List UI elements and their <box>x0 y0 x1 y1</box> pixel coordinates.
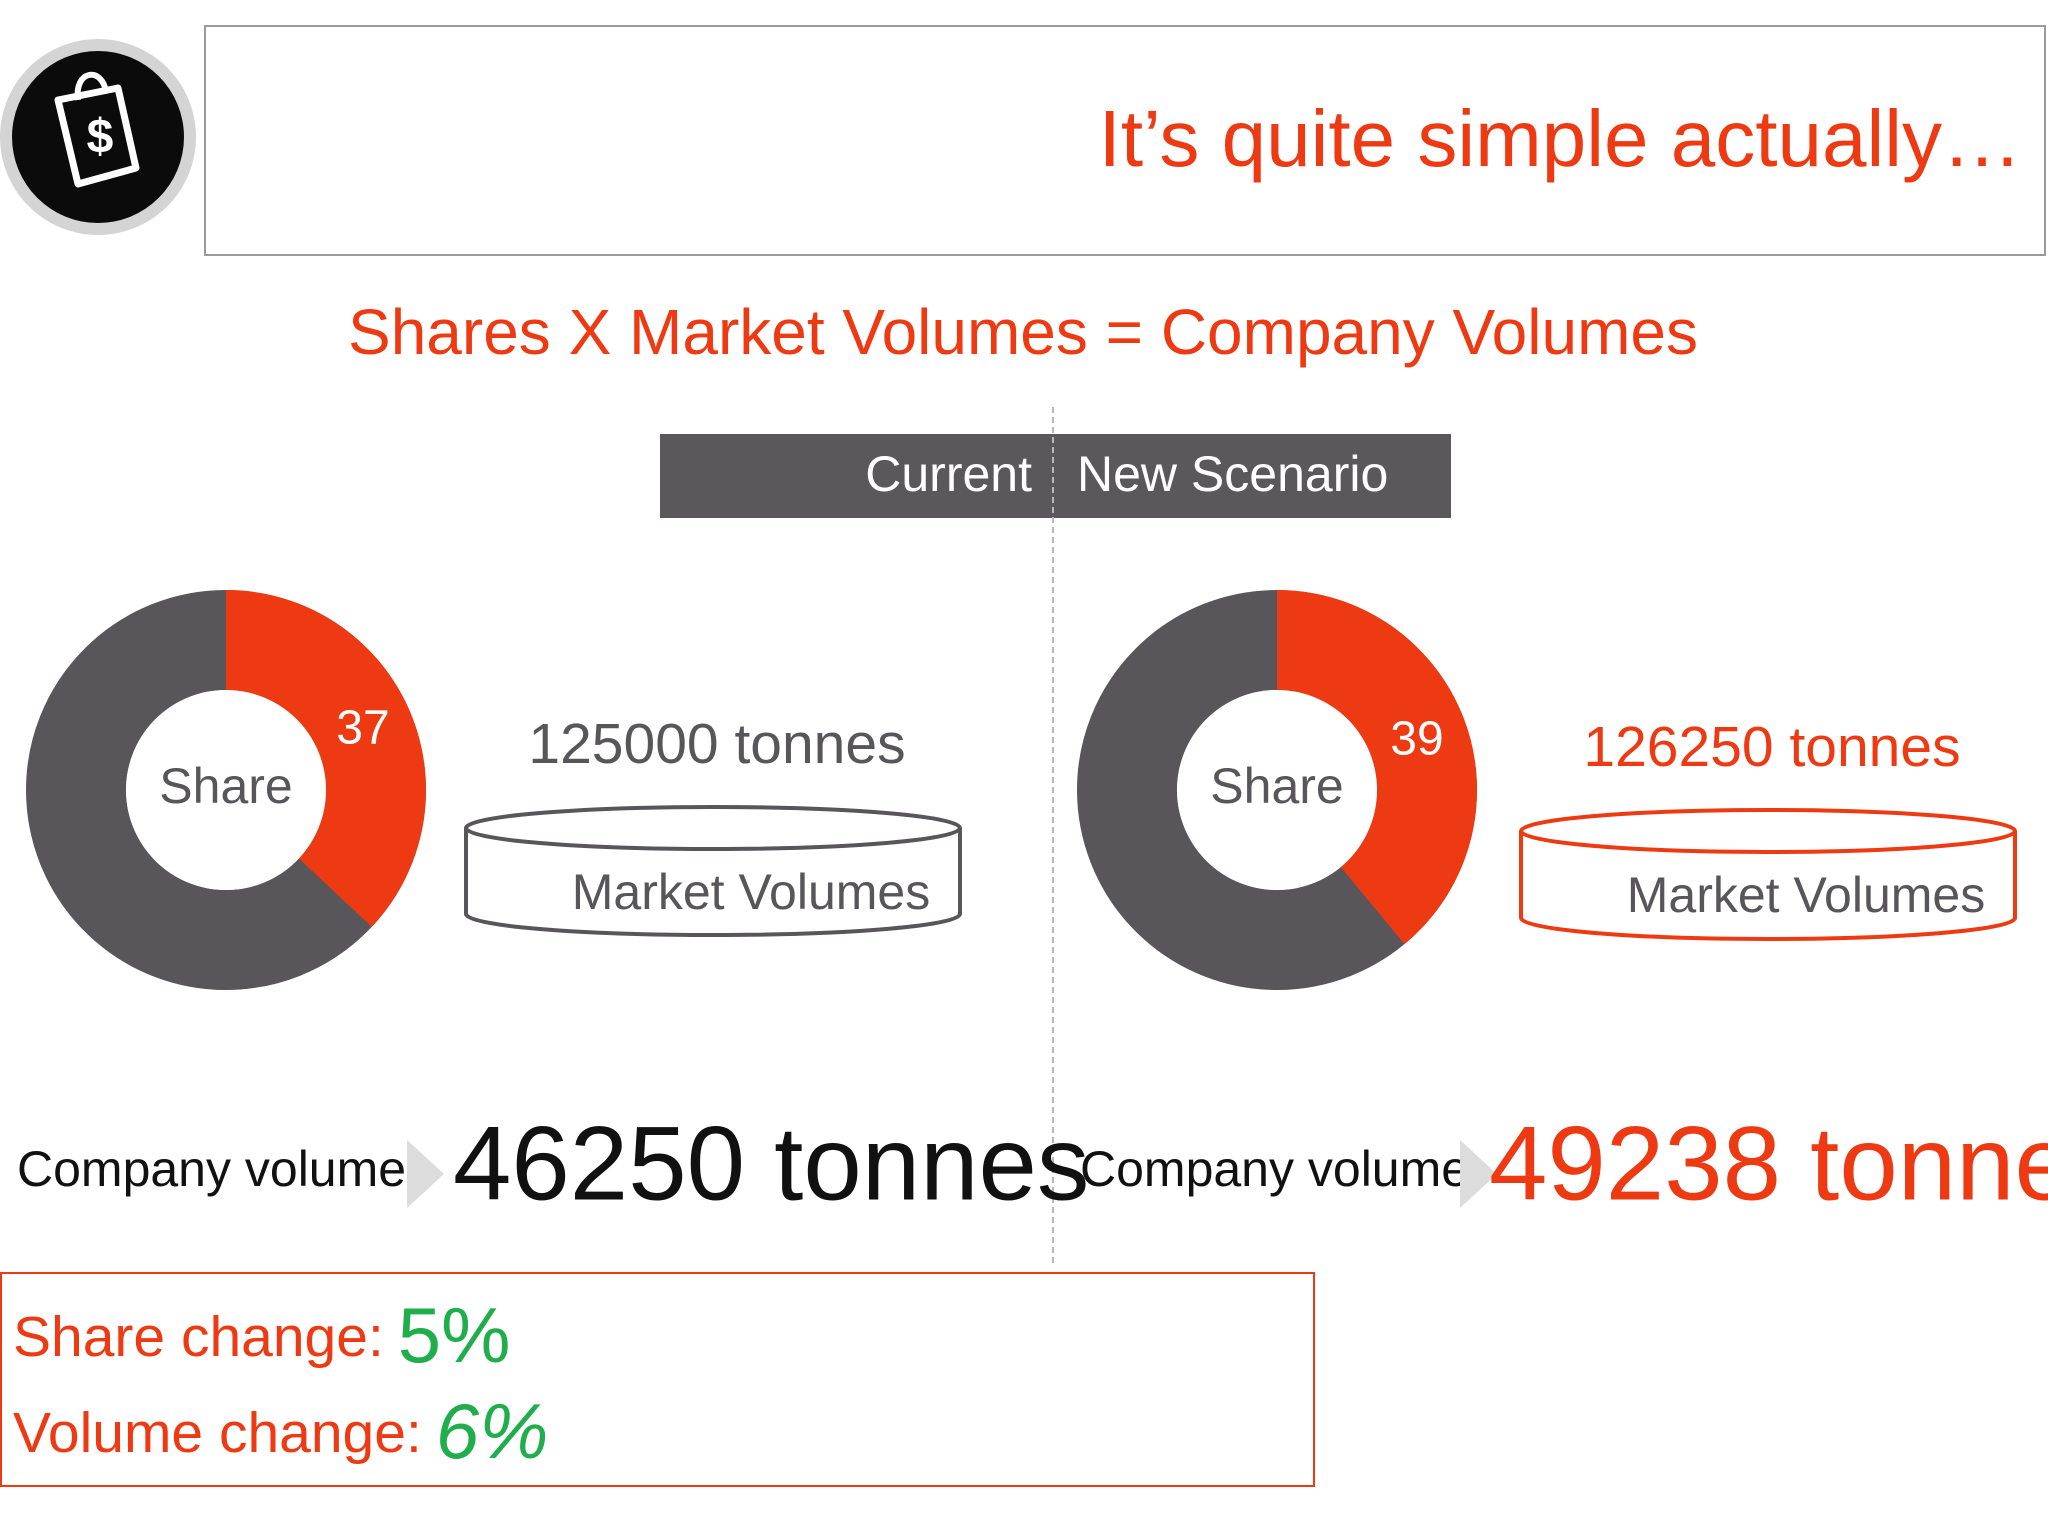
summary-label: Share change: <box>13 1305 384 1369</box>
title-box <box>204 25 2046 256</box>
panels: Share 37 125000 tonnes Market Volumes Compan… <box>17 590 2048 1223</box>
tab: Current <box>865 446 1032 502</box>
donut-hole <box>1177 690 1377 890</box>
cylinder <box>464 828 962 937</box>
summary-line: Volume change: 6% <box>13 1387 549 1475</box>
company-volume: 49238 tonnes <box>1489 1106 2048 1223</box>
svg-text:$: $ <box>87 111 114 164</box>
cylinder-top <box>464 805 962 851</box>
summary-label: Volume change: <box>13 1401 422 1465</box>
logo: $ <box>0 39 196 235</box>
tab-bar <box>660 434 1451 518</box>
arrow <box>407 1140 444 1208</box>
share-value: 37 <box>336 702 389 755</box>
formula: Shares X Market Volumes = Company Volume… <box>348 296 1698 368</box>
summary-value: 5% <box>398 1291 511 1379</box>
donut-center-label: Share <box>159 758 292 814</box>
market-volume: 125000 tonnes <box>528 712 905 776</box>
title: It’s quite simple actually… <box>1099 94 2022 183</box>
cylinder <box>1519 831 2017 941</box>
donut-center-label: Share <box>1210 758 1343 814</box>
company-volume: 46250 tonnes <box>453 1106 1089 1223</box>
market-label: Market Volumes <box>572 864 930 920</box>
market-label: Market Volumes <box>1627 867 1985 923</box>
company-label: Company volume <box>1080 1141 1469 1197</box>
donut-slice <box>226 590 427 927</box>
share-value: 39 <box>1390 713 1443 766</box>
tab: New Scenario <box>1077 446 1388 502</box>
company-label: Company volume <box>17 1141 406 1197</box>
market-volume: 126250 tonnes <box>1583 715 1960 779</box>
summary-line: Share change: 5% <box>13 1291 511 1379</box>
summary-value: 6% <box>436 1387 549 1475</box>
arrow <box>1460 1140 1497 1208</box>
cylinder-top <box>1519 808 2017 854</box>
donut-slice <box>1277 590 1477 945</box>
summary-box <box>0 1272 1315 1487</box>
donut-hole <box>126 690 326 890</box>
